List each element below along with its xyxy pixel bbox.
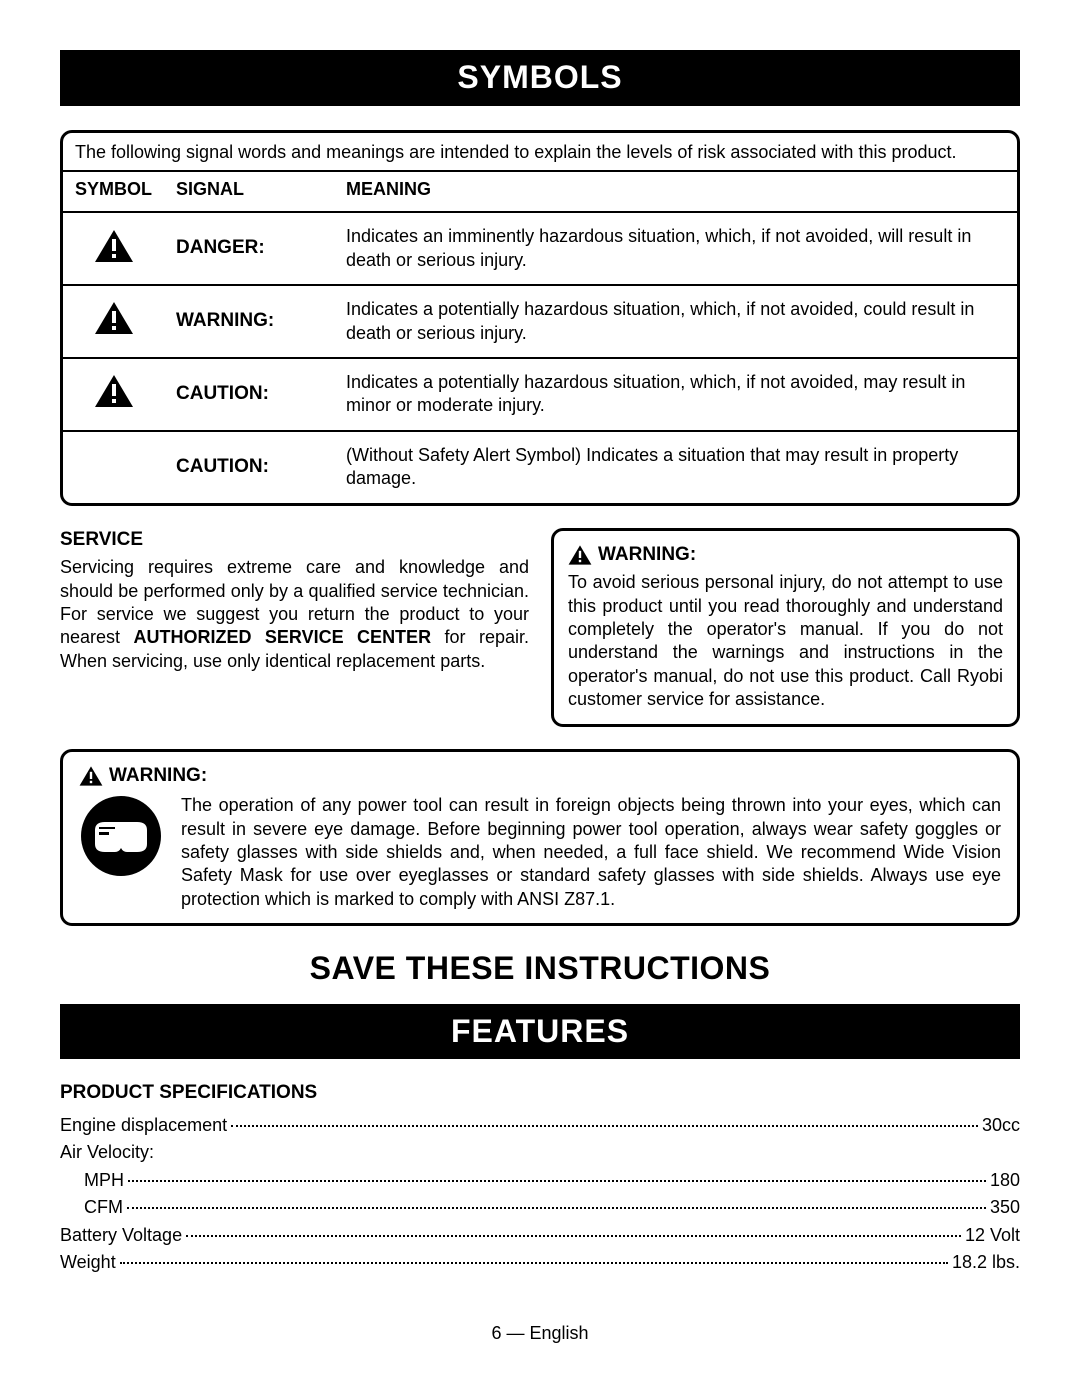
alert-triangle-icon (94, 301, 134, 335)
service-heading: SERVICE (60, 528, 529, 553)
warning-box-eye: WARNING: The operation of any power tool… (60, 749, 1020, 927)
features-banner: FEATURES (60, 1004, 1020, 1060)
spec-label: Weight (60, 1251, 116, 1274)
spec-row: Battery Voltage 12 Volt (60, 1224, 1020, 1247)
goggles-icon (79, 794, 163, 878)
table-row: CAUTION:(Without Safety Alert Symbol) In… (63, 431, 1017, 503)
signal-cell: CAUTION: (164, 358, 334, 431)
table-row: CAUTION:Indicates a potentially hazardou… (63, 358, 1017, 431)
spec-label: Battery Voltage (60, 1224, 182, 1247)
symbol-cell (63, 358, 164, 431)
spec-value: 18.2 lbs. (952, 1251, 1020, 1274)
symbol-cell (63, 212, 164, 285)
alert-triangle-icon (94, 374, 134, 408)
header-meaning: MEANING (334, 171, 1017, 212)
service-warning-row: SERVICE Servicing requires extreme care … (60, 528, 1020, 727)
meaning-cell: Indicates an imminently hazardous situat… (334, 212, 1017, 285)
specs-list: Engine displacement 30cc Air Velocity: MPH 1… (60, 1114, 1020, 1274)
warning-eye-heading-text: WARNING: (109, 764, 207, 789)
table-header-row: SYMBOL SIGNAL MEANING (63, 171, 1017, 212)
warning-column: WARNING: To avoid serious personal injur… (551, 528, 1020, 727)
spec-row: Engine displacement 30cc (60, 1114, 1020, 1137)
signal-cell: CAUTION: (164, 431, 334, 503)
service-text: Servicing requires extreme care and know… (60, 556, 529, 673)
signal-cell: WARNING: (164, 285, 334, 358)
signal-cell: DANGER: (164, 212, 334, 285)
warning-eye-text: The operation of any power tool can resu… (181, 794, 1001, 911)
header-signal: SIGNAL (164, 171, 334, 212)
warning-heading: WARNING: (568, 543, 1003, 568)
spec-row: Weight 18.2 lbs. (60, 1251, 1020, 1274)
spec-group-label: Air Velocity: (60, 1141, 1020, 1164)
signal-words-box: The following signal words and meanings … (60, 130, 1020, 506)
service-column: SERVICE Servicing requires extreme care … (60, 528, 529, 674)
symbol-cell (63, 431, 164, 503)
spec-dots (127, 1207, 986, 1209)
spec-value: 12 Volt (965, 1224, 1020, 1247)
warning-text-manual: To avoid serious personal injury, do not… (568, 571, 1003, 711)
page-footer: 6 — English (60, 1322, 1020, 1345)
save-instructions: SAVE THESE INSTRUCTIONS (60, 948, 1020, 990)
signal-intro-text: The following signal words and meanings … (63, 133, 1017, 170)
specs-heading: PRODUCT SPECIFICATIONS (60, 1081, 1020, 1106)
spec-dots (128, 1180, 986, 1182)
table-row: WARNING:Indicates a potentially hazardou… (63, 285, 1017, 358)
spec-dots (231, 1125, 978, 1127)
warning-heading-text: WARNING: (598, 543, 696, 568)
spec-label: Engine displacement (60, 1114, 227, 1137)
symbols-banner: SYMBOLS (60, 50, 1020, 106)
service-text-bold: AUTHORIZED SERVICE CENTER (133, 627, 431, 647)
signal-table: SYMBOL SIGNAL MEANING DANGER:Indicates a… (63, 170, 1017, 503)
spec-value: 350 (990, 1196, 1020, 1219)
meaning-cell: Indicates a potentially hazardous situat… (334, 285, 1017, 358)
spec-dots (186, 1235, 961, 1237)
meaning-cell: (Without Safety Alert Symbol) Indicates … (334, 431, 1017, 503)
table-row: DANGER:Indicates an imminently hazardous… (63, 212, 1017, 285)
spec-value: 180 (990, 1169, 1020, 1192)
spec-label: CFM (84, 1196, 123, 1219)
meaning-cell: Indicates a potentially hazardous situat… (334, 358, 1017, 431)
warning-box-manual: WARNING: To avoid serious personal injur… (551, 528, 1020, 727)
spec-value: 30cc (982, 1114, 1020, 1137)
spec-dots (120, 1262, 948, 1264)
spec-row: MPH 180 (60, 1169, 1020, 1192)
alert-triangle-icon (94, 229, 134, 263)
warning-eye-heading: WARNING: (79, 764, 1001, 789)
alert-triangle-icon (79, 765, 103, 787)
spec-label: MPH (84, 1169, 124, 1192)
alert-triangle-icon (568, 544, 592, 566)
spec-row: CFM 350 (60, 1196, 1020, 1219)
header-symbol: SYMBOL (63, 171, 164, 212)
symbol-cell (63, 285, 164, 358)
